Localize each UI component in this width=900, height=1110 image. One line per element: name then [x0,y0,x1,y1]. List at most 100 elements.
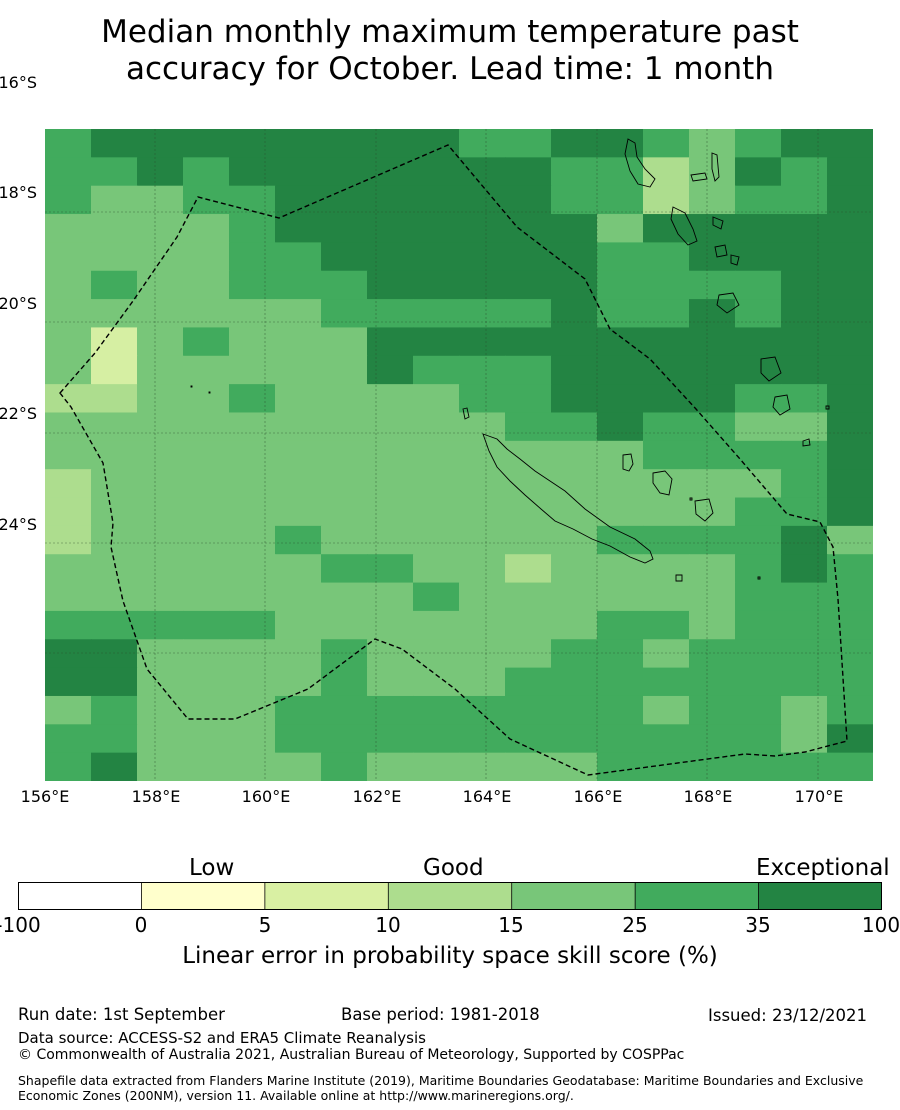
skill-cell [321,525,368,555]
skill-cell [275,440,322,470]
skill-cell [597,667,644,697]
skill-cell [827,610,873,640]
skill-cell [137,327,184,357]
skill-cell [459,355,506,385]
skill-cell [505,355,552,385]
skill-cell [367,214,414,243]
skill-cell [643,639,690,669]
lon-label-164e: 164°E [462,787,512,806]
skill-cell [413,299,460,329]
skill-cell [229,582,276,612]
skill-cell [413,639,460,669]
colorbar-segment [18,882,142,910]
skill-cell [321,610,368,640]
skill-cell [689,384,736,414]
skill-cell [643,525,690,555]
skill-cell [321,327,368,357]
skill-cell [551,185,598,215]
skill-cell [321,270,368,300]
skill-cell [91,270,138,300]
lon-label-158e: 158°E [131,787,181,806]
title-line-2: accuracy for October. Lead time: 1 month [126,51,774,87]
skill-cell [45,242,92,272]
skill-cell [275,270,322,300]
skill-cell [689,214,736,243]
skill-cell [45,327,92,357]
skill-cell [735,469,782,499]
lon-label-170e: 170°E [794,787,844,806]
skill-cell [91,695,138,725]
cb-tick-3: 10 [375,913,401,937]
skill-cell [183,327,230,357]
skill-cell [321,242,368,272]
lat-label-20s: 20°S [0,294,37,313]
skill-cell [183,639,230,669]
skill-cell [551,610,598,640]
skill-cell [367,667,414,697]
skill-cell [367,157,414,187]
matthew-island [802,438,811,447]
skill-cell [505,667,552,697]
skill-cell [735,355,782,385]
skill-cell [551,752,598,781]
lat-label-18s: 18°S [0,183,37,202]
skill-cell [275,582,322,612]
skill-cell [45,412,92,442]
skill-cell [229,270,276,300]
skill-cell [275,639,322,669]
lon-label-168e: 168°E [683,787,733,806]
skill-cell [45,724,92,754]
skill-cell [45,639,92,669]
skill-cell [597,299,644,329]
skill-cell [781,129,828,158]
skill-cell [597,582,644,612]
skill-cell [275,384,322,414]
skill-cell [45,497,92,527]
skill-cell [781,355,828,385]
skill-cell [459,752,506,781]
skill-cell [137,610,184,640]
skill-cell [505,752,552,781]
skill-cell [827,695,873,725]
skill-cell [45,582,92,612]
skill-cell [459,214,506,243]
skill-cell [735,185,782,215]
skill-cell [229,299,276,329]
skill-cell [45,157,92,187]
skill-cell [459,185,506,215]
loyalty-island-3 [694,498,714,522]
skill-cell [459,554,506,584]
skill-cell [275,299,322,329]
skill-cell [183,355,230,385]
skill-cell [689,185,736,215]
skill-cell [551,129,598,158]
skill-cell [413,214,460,243]
skill-cell [367,724,414,754]
skill-cell [183,667,230,697]
skill-cell [505,554,552,584]
skill-cell [183,497,230,527]
colorbar-segment [635,882,760,910]
skill-cell [45,185,92,215]
skill-cell [321,440,368,470]
skill-cell [183,242,230,272]
skill-cell [781,299,828,329]
cb-tick-6: 35 [745,913,771,937]
skill-cell [551,525,598,555]
skill-cell [459,412,506,442]
skill-cell [689,667,736,697]
colorbar-segment [511,882,636,910]
skill-cell [459,667,506,697]
skill-cell [689,355,736,385]
skill-cell [505,724,552,754]
skill-cell [827,724,873,754]
skill-cell [459,497,506,527]
skill-cell [91,412,138,442]
skill-cell [321,469,368,499]
lon-label-156e: 156°E [20,787,70,806]
skill-cell [689,724,736,754]
skill-cell [413,157,460,187]
skill-cell [505,129,552,158]
lat-label-24s: 24°S [0,515,37,534]
skill-cell [459,327,506,357]
